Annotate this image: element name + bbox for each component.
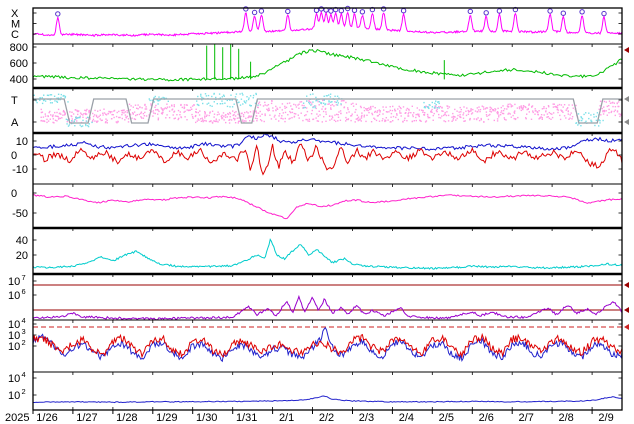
svg-text:10: 10 — [8, 330, 20, 342]
flare-circle-icon — [351, 7, 358, 14]
svg-text:0: 0 — [11, 188, 17, 200]
svg-text:1/29: 1/29 — [156, 412, 177, 424]
electron-flux-red-series — [33, 332, 622, 359]
threshold-arrow-icon — [624, 47, 629, 53]
svg-text:C: C — [11, 29, 19, 41]
svg-text:10: 10 — [8, 341, 20, 353]
svg-text:10: 10 — [8, 276, 20, 288]
svg-text:800: 800 — [10, 42, 28, 54]
svg-text:2/8: 2/8 — [558, 412, 573, 424]
flare-circle-icon — [313, 7, 320, 14]
flare-circle-icon — [547, 8, 553, 14]
imf-bz-series — [33, 143, 622, 176]
svg-text:2/6: 2/6 — [479, 412, 494, 424]
flare-circle-icon — [318, 6, 324, 12]
svg-text:3: 3 — [22, 327, 26, 336]
flare-circle-icon — [285, 8, 291, 15]
svg-text:10: 10 — [8, 290, 20, 302]
imf-sector-scatter — [33, 92, 622, 128]
threshold-arrow-icon — [624, 119, 629, 125]
flare-circle-icon — [601, 10, 607, 17]
svg-text:2/3: 2/3 — [359, 412, 374, 424]
svg-text:10: 10 — [8, 390, 20, 402]
svg-text:0: 0 — [11, 150, 17, 162]
svg-text:1/30: 1/30 — [196, 412, 217, 424]
svg-text:M: M — [11, 19, 20, 31]
flare-circle-icon — [496, 8, 503, 14]
svg-text:-50: -50 — [12, 208, 28, 220]
proton-flux-series — [33, 294, 622, 320]
flare-circle-icon — [483, 10, 489, 16]
svg-text:10: 10 — [8, 373, 20, 385]
threshold-arrow-icon — [624, 282, 629, 288]
svg-text:1/27: 1/27 — [76, 412, 97, 424]
svg-text:20: 20 — [16, 250, 28, 262]
svg-text:1/31: 1/31 — [236, 412, 257, 424]
solar-wind-speed-series — [33, 48, 622, 82]
svg-text:T: T — [11, 95, 18, 107]
threshold-arrow-icon — [624, 324, 629, 330]
svg-text:400: 400 — [10, 74, 28, 86]
imf-bt-series — [33, 133, 622, 151]
dst-index-series — [33, 194, 622, 220]
flare-circle-icon — [467, 8, 473, 15]
svg-text:600: 600 — [10, 58, 28, 70]
plasma-density-series — [33, 238, 622, 270]
svg-text:2/7: 2/7 — [519, 412, 534, 424]
electron-flux-blue-series — [33, 326, 622, 363]
flare-circle-icon — [258, 8, 265, 14]
bottom-flux-series — [33, 395, 622, 404]
svg-text:10: 10 — [8, 319, 20, 331]
svg-text:2025: 2025 — [5, 412, 29, 424]
svg-text:6: 6 — [22, 287, 26, 296]
flare-circle-icon — [359, 9, 366, 15]
flare-markers — [55, 5, 607, 17]
svg-text:10: 10 — [16, 136, 28, 148]
threshold-arrow-icon — [624, 96, 629, 102]
flare-circle-icon — [251, 9, 258, 16]
svg-text:2: 2 — [22, 387, 26, 396]
svg-text:2/5: 2/5 — [439, 412, 454, 424]
flare-circle-icon — [55, 11, 61, 17]
svg-text:2/1: 2/1 — [279, 412, 294, 424]
axes-frame — [32, 7, 623, 414]
svg-text:1/26: 1/26 — [36, 412, 57, 424]
flare-circle-icon — [560, 10, 566, 16]
flare-circle-icon — [328, 8, 334, 14]
svg-text:2/2: 2/2 — [319, 412, 334, 424]
x-axis-labels: 2025 1/26 1/27 1/28 1/29 1/30 1/31 2/1 2/2 2/3 2/4… — [5, 412, 614, 424]
svg-text:2/4: 2/4 — [399, 412, 414, 424]
svg-text:7: 7 — [22, 273, 26, 282]
imf-sector-line — [33, 98, 622, 124]
flare-circle-icon — [243, 6, 249, 12]
svg-text:2/9: 2/9 — [598, 412, 613, 424]
svg-text:40: 40 — [16, 235, 28, 247]
flare-circle-icon — [579, 9, 585, 15]
speed-spikes — [206, 44, 445, 80]
svg-text:4: 4 — [22, 370, 26, 379]
svg-text:A: A — [11, 117, 19, 129]
svg-text:4: 4 — [22, 316, 26, 325]
svg-text:1/28: 1/28 — [116, 412, 137, 424]
svg-text:-10: -10 — [12, 164, 28, 176]
flare-circle-icon — [380, 6, 387, 12]
right-markers — [624, 47, 629, 330]
svg-text:X: X — [11, 8, 19, 20]
xray-flux-series — [33, 10, 622, 37]
svg-text:2: 2 — [22, 338, 26, 347]
threshold-arrow-icon — [624, 307, 629, 313]
